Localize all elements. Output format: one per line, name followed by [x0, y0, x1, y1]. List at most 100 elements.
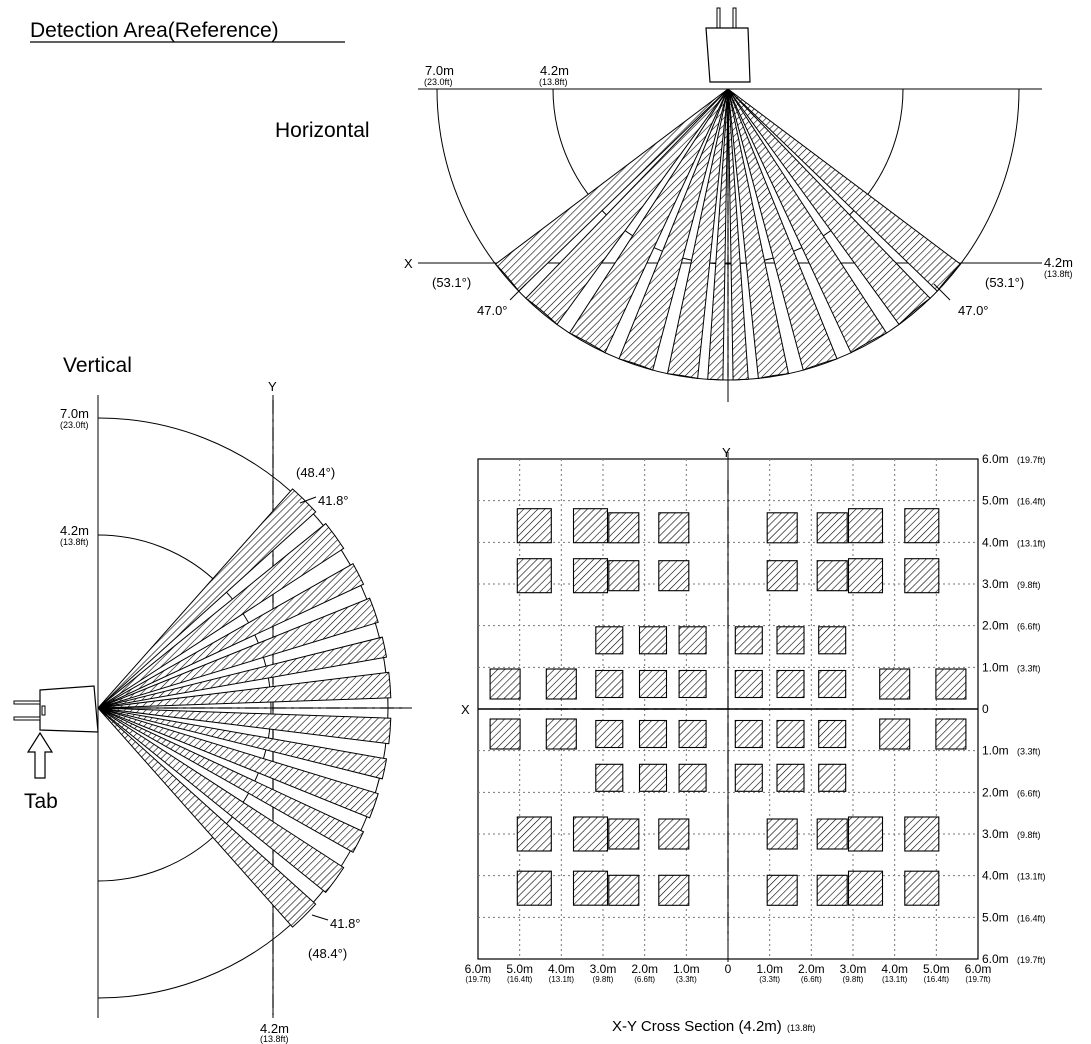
cross-section-caption-ft: (13.8ft)	[787, 1023, 816, 1033]
vertical-beam	[97, 563, 365, 709]
detection-zone	[595, 719, 624, 749]
h-inner-arc-ft: (13.8ft)	[539, 77, 568, 87]
vertical-beam	[97, 488, 317, 709]
v-angle-top-inner: 41.8°	[318, 493, 349, 508]
bottom-axis-label: 1.0m	[673, 962, 700, 976]
detection-zone	[904, 558, 940, 594]
bottom-axis-label: 1.0m	[756, 962, 783, 976]
detection-zone	[678, 719, 707, 749]
h-inner-arc-m: 4.2m	[540, 63, 569, 78]
cross-section-zones	[489, 508, 967, 906]
v-inner-arc-ft: (13.8ft)	[60, 537, 89, 547]
v-outer-arc-m: 7.0m	[60, 406, 89, 421]
detection-zone	[816, 512, 848, 544]
right-axis-label: 3.0m	[982, 827, 1009, 841]
v-inner-arc-m: 4.2m	[60, 523, 89, 538]
detection-zone	[608, 512, 640, 544]
detection-zone	[489, 668, 521, 700]
detection-zone	[516, 870, 552, 906]
vertical-arc-inner	[97, 534, 272, 882]
bottom-axis-label: 0	[725, 962, 732, 976]
right-axis-label: 5.0m	[982, 910, 1009, 924]
detection-zone	[816, 560, 848, 592]
horizontal-beam	[568, 88, 729, 354]
v-bottom-dist-m: 4.2m	[260, 1021, 289, 1036]
horizontal-arc-inner	[552, 88, 904, 265]
h-angle-inner-left: 47.0°	[477, 303, 508, 318]
bottom-axis-label: 5.0m	[923, 962, 950, 976]
h-right-dist-ft: (13.8ft)	[1044, 269, 1073, 279]
horizontal-beam	[727, 88, 962, 292]
horizontal-arc-outer	[436, 88, 1020, 381]
page-title: Detection Area(Reference)	[30, 19, 279, 42]
bottom-axis-label-ft: (3.3ft)	[676, 975, 697, 984]
detection-zone	[734, 719, 763, 749]
detection-zone	[818, 763, 847, 792]
bottom-axis-label-ft: (16.4ft)	[507, 975, 533, 984]
bottom-axis-label-ft: (13.1ft)	[882, 975, 908, 984]
detection-zone	[595, 669, 624, 699]
h-angle-outer-left: (53.1°)	[432, 275, 471, 290]
tab-arrow-icon	[26, 731, 54, 779]
vertical-beam	[97, 707, 388, 780]
detection-zone	[516, 508, 552, 544]
h-angle-inner-right: 47.0°	[958, 303, 989, 318]
right-axis-label-ft: (3.3ft)	[1017, 663, 1041, 673]
right-axis-label: 1.0m	[982, 744, 1009, 758]
detection-zone	[879, 668, 911, 700]
detection-zone	[766, 874, 798, 906]
detection-zone	[904, 508, 940, 544]
vertical-heading: Vertical	[63, 354, 132, 377]
detection-zone	[935, 718, 967, 750]
detection-zone	[658, 512, 690, 544]
detection-zone	[678, 763, 707, 792]
right-axis-label-ft: (19.7ft)	[1017, 955, 1046, 965]
detection-zone	[638, 669, 668, 699]
horizontal-beam	[618, 88, 729, 371]
bottom-axis-label-ft: (9.8ft)	[593, 975, 614, 984]
bottom-axis-label: 6.0m	[465, 962, 492, 976]
right-axis-label: 6.0m	[982, 952, 1009, 966]
v-leader-top	[299, 496, 317, 504]
sensor-horizontal-icon	[705, 7, 751, 83]
bottom-axis-label-ft: (9.8ft)	[843, 975, 864, 984]
bottom-axis-label-ft: (6.6ft)	[801, 975, 822, 984]
right-axis-label: 2.0m	[982, 785, 1009, 799]
bottom-axis-label-ft: (3.3ft)	[759, 975, 780, 984]
vertical-beam	[97, 671, 392, 709]
right-axis-label-ft: (19.7ft)	[1017, 455, 1046, 465]
right-axis-label: 1.0m	[982, 660, 1009, 674]
v-angle-bottom-inner: 41.8°	[330, 916, 361, 931]
h-axis-x: X	[404, 256, 413, 271]
vertical-beams	[97, 488, 392, 928]
v-bottom-dist-ft: (13.8ft)	[260, 1034, 289, 1044]
bottom-axis-label: 2.0m	[631, 962, 658, 976]
v-angle-bottom-outer: (48.4°)	[308, 946, 347, 961]
horizontal-beam	[666, 88, 729, 380]
detection-zone	[776, 719, 805, 749]
detection-zone	[658, 874, 690, 906]
detection-zone	[658, 560, 690, 592]
horizontal-view: Horizontal 7.0m (23.0ft) 4.2m (13.8ft) X…	[275, 7, 1073, 402]
detection-zone	[818, 719, 847, 749]
detection-zone	[847, 816, 884, 852]
detection-zone	[572, 870, 609, 906]
detection-zone	[608, 818, 640, 850]
bottom-axis-label-ft: (16.4ft)	[924, 975, 950, 984]
vertical-beam	[97, 707, 365, 853]
detection-zone	[608, 560, 640, 592]
detection-zone	[818, 669, 847, 699]
detection-zone	[776, 669, 805, 699]
right-axis-label: 2.0m	[982, 619, 1009, 633]
cross-section-caption: X-Y Cross Section (4.2m)	[612, 1018, 782, 1035]
detection-zone	[734, 669, 763, 699]
right-axis-label: 3.0m	[982, 577, 1009, 591]
detection-zone	[516, 558, 552, 594]
right-axis-label-ft: (13.1ft)	[1017, 872, 1046, 882]
vertical-view: Vertical Y Tab 7.0m (23.0ft) 4.2m (13.8f…	[13, 354, 412, 1044]
cross-section-view: Y X 6.0m (19.7ft)5.0m (16.4ft)4.0m (13.1ft)…	[461, 445, 1046, 1035]
detection-zone	[516, 816, 552, 852]
detection-zone	[904, 816, 940, 852]
detection-zone	[545, 718, 577, 750]
